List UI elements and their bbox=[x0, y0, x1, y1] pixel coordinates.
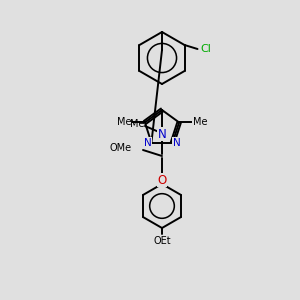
Text: Me: Me bbox=[117, 117, 131, 128]
Text: OMe: OMe bbox=[110, 143, 132, 153]
Text: N: N bbox=[158, 128, 166, 140]
Text: N: N bbox=[173, 138, 181, 148]
Text: N: N bbox=[143, 138, 151, 148]
Text: Me: Me bbox=[130, 119, 144, 129]
Text: O: O bbox=[158, 173, 166, 187]
Text: Me: Me bbox=[193, 117, 207, 128]
Text: OEt: OEt bbox=[153, 236, 171, 246]
Text: Cl: Cl bbox=[200, 44, 211, 54]
